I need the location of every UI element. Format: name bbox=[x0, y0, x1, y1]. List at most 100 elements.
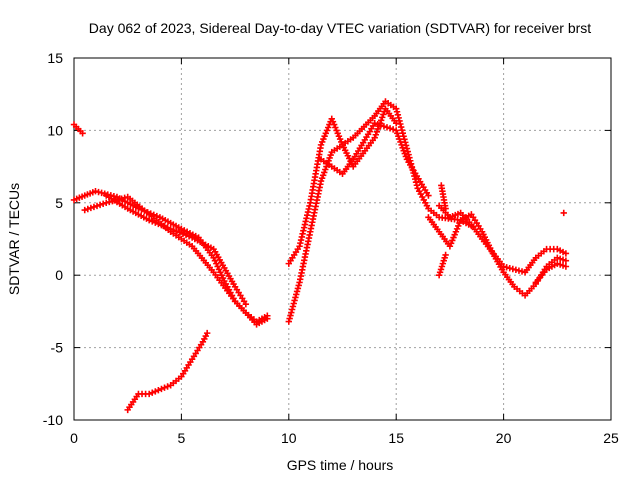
series-arc-n bbox=[560, 209, 567, 217]
data-point bbox=[242, 300, 250, 308]
y-tick-label: -5 bbox=[51, 340, 64, 356]
x-tick-label: 15 bbox=[388, 430, 404, 446]
series-arc-i bbox=[425, 211, 570, 299]
data-point bbox=[92, 188, 99, 195]
data-point bbox=[393, 108, 401, 115]
data-point bbox=[152, 219, 159, 226]
data-point bbox=[98, 189, 105, 197]
series-arc-c bbox=[81, 193, 271, 328]
data-point bbox=[170, 226, 177, 234]
data-point bbox=[84, 205, 92, 213]
data-point bbox=[290, 300, 297, 307]
x-tick-label: 25 bbox=[603, 430, 619, 446]
data-point bbox=[87, 204, 95, 212]
data-point bbox=[167, 225, 174, 233]
data-point bbox=[158, 221, 165, 229]
data-point bbox=[145, 390, 153, 398]
data-point bbox=[413, 182, 421, 189]
chart-title: Day 062 of 2023, Sidereal Day-to-day VTE… bbox=[89, 20, 591, 36]
data-point bbox=[96, 201, 104, 209]
data-point bbox=[164, 383, 171, 390]
data-point bbox=[161, 223, 168, 230]
data-point bbox=[515, 267, 523, 274]
data-point bbox=[155, 220, 162, 228]
series-arc-k bbox=[438, 182, 449, 212]
data-point bbox=[149, 218, 156, 225]
data-point bbox=[398, 126, 406, 134]
data-point bbox=[374, 120, 381, 128]
x-tick-label: 10 bbox=[281, 430, 297, 446]
data-point bbox=[399, 129, 407, 137]
data-point bbox=[203, 329, 211, 337]
plot-frame bbox=[73, 57, 612, 421]
data-point bbox=[95, 188, 102, 196]
data-point bbox=[562, 263, 570, 270]
y-tick-label: 10 bbox=[47, 122, 63, 138]
data-point bbox=[386, 125, 394, 132]
data-point bbox=[288, 309, 295, 316]
data-point bbox=[173, 228, 180, 235]
data-point bbox=[397, 120, 404, 128]
data-point bbox=[397, 123, 405, 131]
data-point bbox=[287, 312, 294, 319]
axis-ticks bbox=[73, 57, 612, 421]
data-point bbox=[294, 285, 302, 292]
series-arc-e bbox=[124, 329, 211, 414]
data-point bbox=[149, 389, 156, 396]
data-marks bbox=[70, 98, 570, 414]
data-point bbox=[425, 192, 432, 199]
series-arc-j bbox=[435, 202, 570, 276]
data-point bbox=[81, 206, 88, 214]
data-point bbox=[562, 250, 570, 257]
data-point bbox=[286, 315, 293, 322]
data-point bbox=[103, 199, 110, 206]
data-point bbox=[377, 122, 385, 129]
data-point bbox=[292, 294, 299, 301]
data-point bbox=[371, 119, 378, 127]
data-point bbox=[562, 257, 570, 264]
data-point bbox=[509, 265, 517, 273]
data-point bbox=[93, 202, 101, 210]
series-arc-h bbox=[317, 119, 432, 199]
data-point bbox=[442, 205, 449, 212]
series-arc-a bbox=[70, 121, 86, 137]
y-tick-labels: -10 -5 0 5 10 15 bbox=[43, 50, 63, 428]
data-point bbox=[155, 387, 162, 394]
x-tick-labels: 0 5 10 15 20 25 bbox=[70, 430, 619, 446]
data-point bbox=[394, 111, 402, 119]
data-point bbox=[380, 123, 388, 130]
data-point bbox=[295, 282, 302, 289]
y-axis-label: SDTVAR / TECUs bbox=[6, 183, 22, 295]
data-point bbox=[395, 114, 402, 122]
y-tick-label: -10 bbox=[43, 412, 63, 428]
data-point bbox=[176, 229, 184, 236]
data-point bbox=[182, 231, 190, 239]
y-tick-label: 15 bbox=[47, 50, 63, 66]
series-arc-l bbox=[435, 251, 449, 279]
data-point bbox=[518, 268, 526, 275]
x-tick-label: 20 bbox=[496, 430, 512, 446]
data-point bbox=[560, 209, 567, 217]
data-point bbox=[500, 263, 507, 270]
data-point bbox=[288, 306, 296, 313]
x-tick-label: 0 bbox=[70, 430, 78, 446]
series-arc-d bbox=[103, 192, 250, 308]
data-point bbox=[79, 130, 86, 137]
series-arc-m bbox=[532, 260, 570, 286]
data-point bbox=[503, 264, 510, 271]
x-tick-label: 5 bbox=[178, 430, 186, 446]
data-point bbox=[179, 230, 187, 238]
data-point bbox=[393, 105, 400, 112]
y-tick-label: 5 bbox=[55, 195, 63, 211]
data-point bbox=[293, 291, 300, 298]
data-point bbox=[158, 385, 165, 393]
data-point bbox=[99, 200, 107, 208]
data-point bbox=[161, 384, 168, 391]
data-point bbox=[383, 124, 391, 131]
data-point bbox=[164, 224, 171, 231]
series-arc-g bbox=[285, 105, 400, 267]
data-point bbox=[389, 126, 397, 133]
data-point bbox=[121, 194, 128, 202]
